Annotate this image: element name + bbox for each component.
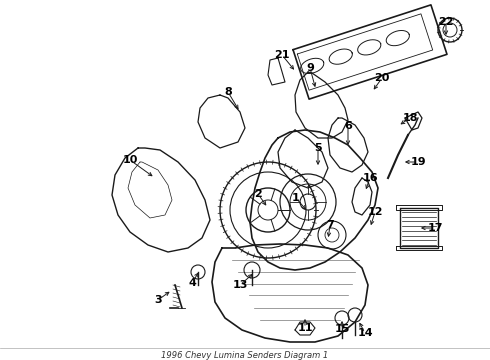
Text: 17: 17 [427, 223, 443, 233]
Text: 5: 5 [314, 143, 322, 153]
Text: 21: 21 [274, 50, 290, 60]
Text: 19: 19 [410, 157, 426, 167]
Text: 6: 6 [344, 121, 352, 131]
Text: 4: 4 [188, 278, 196, 288]
Text: 2: 2 [254, 189, 262, 199]
Text: 8: 8 [224, 87, 232, 97]
Text: 11: 11 [297, 323, 313, 333]
Text: 14: 14 [357, 328, 373, 338]
Text: 1996 Chevy Lumina Senders Diagram 1: 1996 Chevy Lumina Senders Diagram 1 [161, 351, 329, 360]
Text: 7: 7 [326, 220, 334, 230]
Text: 18: 18 [402, 113, 418, 123]
Text: 22: 22 [438, 17, 454, 27]
Text: 15: 15 [334, 324, 350, 334]
Text: 12: 12 [367, 207, 383, 217]
Text: 16: 16 [362, 173, 378, 183]
Text: 1: 1 [292, 193, 300, 203]
Text: 9: 9 [306, 63, 314, 73]
Text: 3: 3 [154, 295, 162, 305]
Text: 20: 20 [374, 73, 390, 83]
Text: 10: 10 [122, 155, 138, 165]
Text: 13: 13 [232, 280, 247, 290]
